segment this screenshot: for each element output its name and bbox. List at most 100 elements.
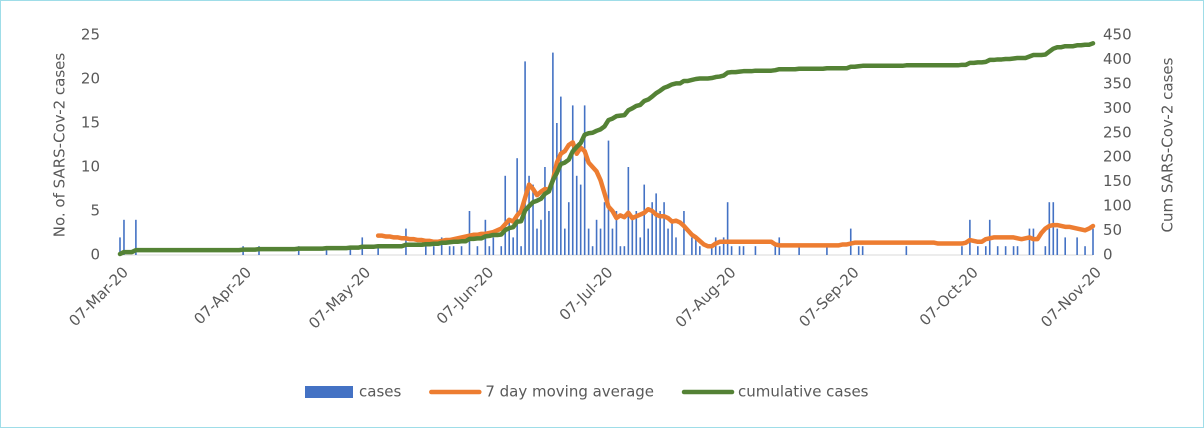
y2-tick-label: 200 (1103, 148, 1132, 166)
bar (448, 246, 451, 255)
bar (857, 246, 860, 255)
bar (575, 175, 578, 255)
legend-label: 7 day moving average (485, 383, 654, 401)
bar (742, 246, 745, 255)
bar (579, 184, 582, 255)
y-tick-label: 10 (81, 158, 100, 176)
bar (905, 246, 908, 255)
bar (738, 246, 741, 255)
legend-swatch (305, 386, 353, 398)
bar (512, 237, 514, 255)
bar (695, 237, 697, 255)
line (117, 41, 1096, 257)
bar (508, 219, 510, 255)
y2-axis-title: Cum SARS-Cov-2 cases (1159, 57, 1177, 232)
bar (1076, 237, 1078, 255)
bar (123, 219, 125, 255)
bar (349, 246, 352, 255)
bar (603, 202, 606, 255)
bar (583, 105, 586, 256)
y-tick-label: 25 (81, 26, 100, 44)
bar (599, 228, 602, 255)
y2-tick-label: 50 (1103, 221, 1122, 239)
y2-tick-label: 100 (1103, 197, 1132, 215)
bar (718, 246, 721, 255)
bar (667, 228, 669, 255)
bar (651, 202, 653, 255)
bar (730, 246, 733, 255)
bar (659, 211, 661, 255)
bar (564, 228, 566, 255)
bar (722, 237, 725, 255)
bar (611, 228, 614, 255)
bar (647, 228, 649, 255)
bar (1084, 246, 1086, 255)
line (375, 140, 1096, 249)
bar (452, 246, 455, 255)
bar (691, 237, 693, 255)
bar (532, 184, 534, 255)
y2-tick-label: 400 (1103, 50, 1132, 68)
y2-tick-label: 300 (1103, 99, 1132, 117)
bar (595, 219, 598, 255)
y2-tick-label: 350 (1103, 74, 1132, 92)
bar (567, 202, 570, 255)
bar (460, 246, 463, 255)
bar (325, 246, 328, 255)
bar (826, 246, 828, 255)
legend-label: cumulative cases (738, 383, 869, 401)
bar (536, 228, 538, 255)
bar (544, 167, 546, 255)
bar (984, 246, 987, 255)
bar (607, 140, 610, 255)
bar (623, 246, 626, 255)
bar (683, 211, 685, 255)
bar (476, 246, 479, 255)
bar (1032, 228, 1035, 255)
bar (1004, 246, 1007, 255)
bar (504, 175, 507, 255)
bar (1012, 246, 1015, 255)
bar (977, 246, 979, 255)
bar (540, 219, 542, 255)
bar (1044, 246, 1047, 255)
y-tick-label: 0 (90, 246, 100, 264)
y-axis-title: No. of SARS-Cov-2 cases (51, 53, 69, 238)
bar (432, 246, 435, 255)
y2-tick-label: 450 (1103, 26, 1132, 44)
bar (663, 202, 665, 255)
y2-tick-label: 250 (1103, 123, 1132, 141)
bar (119, 237, 121, 255)
bar (969, 219, 971, 255)
legend-label: cases (359, 383, 401, 401)
bar (639, 237, 642, 255)
bar (528, 175, 530, 255)
bar (1028, 228, 1031, 255)
bar (1064, 237, 1066, 255)
bar (488, 246, 491, 255)
bar (619, 246, 622, 255)
bar (425, 246, 427, 255)
bar (548, 211, 550, 255)
bar (556, 123, 558, 255)
y-tick-label: 15 (81, 114, 100, 132)
bar (500, 246, 503, 255)
bar (560, 96, 562, 255)
bar (440, 237, 443, 255)
bar (516, 158, 518, 255)
bar (996, 246, 999, 255)
bar (492, 237, 495, 255)
bar (1056, 228, 1059, 255)
bar (615, 211, 618, 255)
y2-tick-label: 0 (1103, 246, 1113, 264)
bar (754, 246, 757, 255)
bar (631, 219, 634, 255)
bar (798, 246, 800, 255)
bar (524, 61, 526, 256)
bar (635, 211, 638, 255)
bar (571, 105, 574, 256)
bar (643, 184, 646, 255)
bar (587, 228, 590, 255)
bar (468, 211, 471, 255)
